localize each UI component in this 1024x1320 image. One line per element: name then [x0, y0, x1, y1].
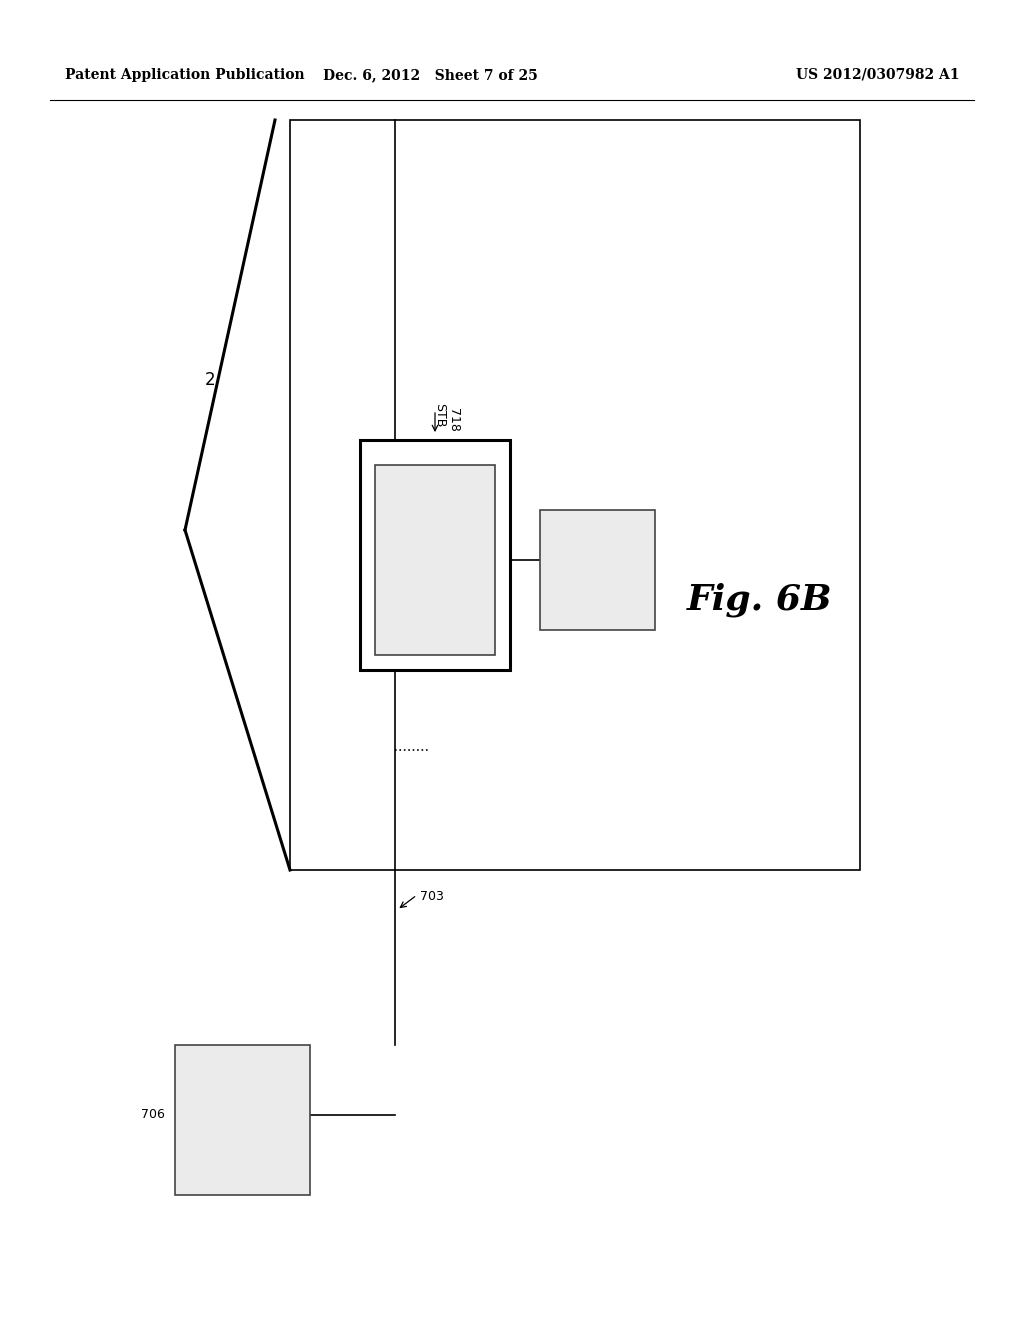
Text: 2: 2	[205, 371, 215, 389]
Bar	[360, 440, 510, 671]
Text: STB: STB	[433, 403, 446, 428]
Text: 718: 718	[447, 408, 460, 432]
Text: Service: Service	[219, 1089, 266, 1101]
Text: US 2012/0307982 A1: US 2012/0307982 A1	[797, 69, 961, 82]
Text: Test Device: Test Device	[428, 510, 441, 581]
Bar	[290, 120, 860, 870]
Bar	[375, 465, 495, 655]
Text: Dec. 6, 2012   Sheet 7 of 25: Dec. 6, 2012 Sheet 7 of 25	[323, 69, 538, 82]
Text: provider: provider	[216, 1114, 268, 1126]
Text: 706: 706	[141, 1109, 165, 1122]
Text: Network: Network	[216, 1138, 268, 1151]
Bar	[540, 510, 655, 630]
Text: 705: 705	[420, 639, 444, 652]
Bar	[175, 1045, 310, 1195]
Text: Fig. 6B: Fig. 6B	[687, 582, 833, 618]
Text: Television: Television	[591, 528, 604, 589]
Text: 720: 720	[591, 583, 604, 607]
Text: Patent Application Publication: Patent Application Publication	[65, 69, 304, 82]
Text: 703: 703	[420, 891, 443, 903]
Text: 8b: 8b	[428, 581, 442, 599]
